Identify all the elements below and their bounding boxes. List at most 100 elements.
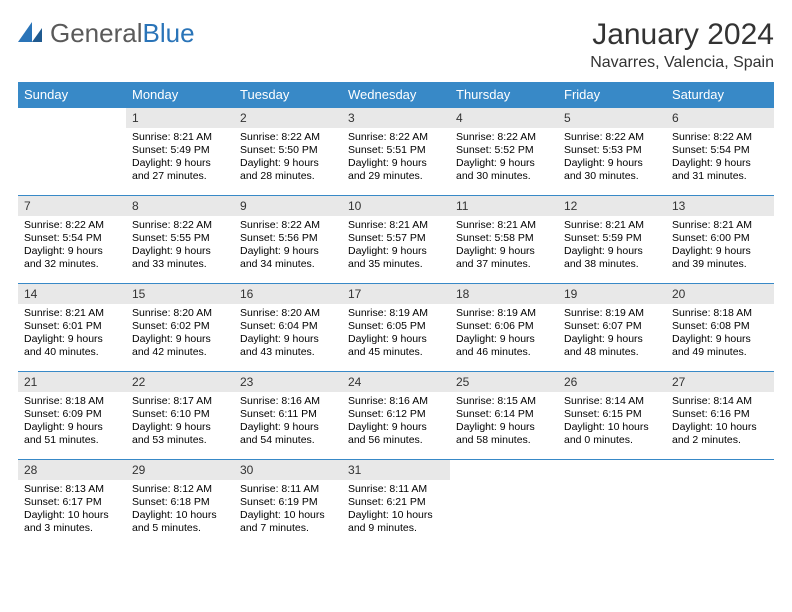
sunrise-text: Sunrise: 8:14 AM (564, 395, 660, 408)
calendar-day: .. (666, 460, 774, 548)
calendar-week: 28Sunrise: 8:13 AMSunset: 6:17 PMDayligh… (18, 460, 774, 548)
daylight-text: Daylight: 9 hours and 48 minutes. (564, 333, 660, 359)
sunset-text: Sunset: 5:58 PM (456, 232, 552, 245)
weekday-header: Thursday (450, 82, 558, 108)
day-content: Sunrise: 8:18 AMSunset: 6:08 PMDaylight:… (666, 304, 774, 364)
calendar-day: 17Sunrise: 8:19 AMSunset: 6:05 PMDayligh… (342, 284, 450, 372)
daylight-text: Daylight: 10 hours and 9 minutes. (348, 509, 444, 535)
day-number: 12 (558, 196, 666, 216)
daylight-text: Daylight: 9 hours and 51 minutes. (24, 421, 120, 447)
day-content: Sunrise: 8:22 AMSunset: 5:53 PMDaylight:… (558, 128, 666, 188)
day-content: Sunrise: 8:14 AMSunset: 6:16 PMDaylight:… (666, 392, 774, 452)
day-content: Sunrise: 8:11 AMSunset: 6:19 PMDaylight:… (234, 480, 342, 540)
daylight-text: Daylight: 9 hours and 49 minutes. (672, 333, 768, 359)
day-content: Sunrise: 8:22 AMSunset: 5:52 PMDaylight:… (450, 128, 558, 188)
sunset-text: Sunset: 6:09 PM (24, 408, 120, 421)
daylight-text: Daylight: 9 hours and 35 minutes. (348, 245, 444, 271)
day-number: 21 (18, 372, 126, 392)
daylight-text: Daylight: 10 hours and 5 minutes. (132, 509, 228, 535)
location: Navarres, Valencia, Spain (590, 54, 774, 72)
sunrise-text: Sunrise: 8:22 AM (132, 219, 228, 232)
logo-mark-icon (18, 20, 46, 47)
calendar-week: ..1Sunrise: 8:21 AMSunset: 5:49 PMDaylig… (18, 108, 774, 196)
calendar-day: 11Sunrise: 8:21 AMSunset: 5:58 PMDayligh… (450, 196, 558, 284)
daylight-text: Daylight: 9 hours and 34 minutes. (240, 245, 336, 271)
sunrise-text: Sunrise: 8:17 AM (132, 395, 228, 408)
daylight-text: Daylight: 9 hours and 43 minutes. (240, 333, 336, 359)
calendar-day: 25Sunrise: 8:15 AMSunset: 6:14 PMDayligh… (450, 372, 558, 460)
day-content: Sunrise: 8:16 AMSunset: 6:11 PMDaylight:… (234, 392, 342, 452)
day-number: 24 (342, 372, 450, 392)
calendar-day: 29 Sunrise: 8:12 AMSunset: 6:18 PMDayligh… (126, 460, 234, 548)
day-content: Sunrise: 8:19 AMSunset: 6:06 PMDaylight:… (450, 304, 558, 364)
sunset-text: Sunset: 5:51 PM (348, 144, 444, 157)
day-content: Sunrise: 8:22 AMSunset: 5:56 PMDaylight:… (234, 216, 342, 276)
weekday-header: Sunday (18, 82, 126, 108)
day-number: 4 (450, 108, 558, 128)
daylight-text: Daylight: 9 hours and 31 minutes. (672, 157, 768, 183)
sunset-text: Sunset: 6:15 PM (564, 408, 660, 421)
sunrise-text: Sunrise: 8:14 AM (672, 395, 768, 408)
calendar-day: .. (450, 460, 558, 548)
sunrise-text: Sunrise: 8:12 AM (132, 483, 228, 496)
weekday-header: Friday (558, 82, 666, 108)
sunrise-text: Sunrise: 8:21 AM (564, 219, 660, 232)
day-number: 5 (558, 108, 666, 128)
sunset-text: Sunset: 6:07 PM (564, 320, 660, 333)
day-number: 14 (18, 284, 126, 304)
day-content: Sunrise: 8:20 AMSunset: 6:02 PMDaylight:… (126, 304, 234, 364)
weekday-header: Monday (126, 82, 234, 108)
sunset-text: Sunset: 6:18 PM (132, 496, 228, 509)
day-content: Sunrise: 8:22 AMSunset: 5:54 PMDaylight:… (666, 128, 774, 188)
day-number: 18 (450, 284, 558, 304)
sunrise-text: Sunrise: 8:11 AM (348, 483, 444, 496)
day-content: Sunrise: 8:17 AMSunset: 6:10 PMDaylight:… (126, 392, 234, 452)
sunset-text: Sunset: 6:16 PM (672, 408, 768, 421)
sunset-text: Sunset: 5:57 PM (348, 232, 444, 245)
day-content: Sunrise: 8:18 AMSunset: 6:09 PMDaylight:… (18, 392, 126, 452)
day-content: Sunrise: 8:15 AMSunset: 6:14 PMDaylight:… (450, 392, 558, 452)
sunset-text: Sunset: 6:02 PM (132, 320, 228, 333)
sunset-text: Sunset: 6:19 PM (240, 496, 336, 509)
daylight-text: Daylight: 9 hours and 58 minutes. (456, 421, 552, 447)
sunset-text: Sunset: 6:12 PM (348, 408, 444, 421)
daylight-text: Daylight: 9 hours and 40 minutes. (24, 333, 120, 359)
header: GeneralBlue January 2024 Navarres, Valen… (18, 18, 774, 72)
weekday-header: Saturday (666, 82, 774, 108)
calendar-day: 9Sunrise: 8:22 AMSunset: 5:56 PMDaylight… (234, 196, 342, 284)
calendar-day: 15Sunrise: 8:20 AMSunset: 6:02 PMDayligh… (126, 284, 234, 372)
day-number: 31 (342, 460, 450, 480)
sunrise-text: Sunrise: 8:21 AM (672, 219, 768, 232)
calendar-day: 5Sunrise: 8:22 AMSunset: 5:53 PMDaylight… (558, 108, 666, 196)
sunset-text: Sunset: 6:17 PM (24, 496, 120, 509)
day-content: Sunrise: 8:11 AMSunset: 6:21 PMDaylight:… (342, 480, 450, 540)
sunrise-text: Sunrise: 8:18 AM (672, 307, 768, 320)
sunrise-text: Sunrise: 8:21 AM (24, 307, 120, 320)
sunrise-text: Sunrise: 8:21 AM (132, 131, 228, 144)
day-content: Sunrise: 8:22 AMSunset: 5:50 PMDaylight:… (234, 128, 342, 188)
sunset-text: Sunset: 6:04 PM (240, 320, 336, 333)
daylight-text: Daylight: 9 hours and 32 minutes. (24, 245, 120, 271)
sunset-text: Sunset: 5:56 PM (240, 232, 336, 245)
sunrise-text: Sunrise: 8:19 AM (456, 307, 552, 320)
daylight-text: Daylight: 9 hours and 53 minutes. (132, 421, 228, 447)
daylight-text: Daylight: 9 hours and 45 minutes. (348, 333, 444, 359)
logo-text-2: Blue (143, 18, 195, 48)
calendar-day: 28Sunrise: 8:13 AMSunset: 6:17 PMDayligh… (18, 460, 126, 548)
day-content: Sunrise: 8:16 AMSunset: 6:12 PMDaylight:… (342, 392, 450, 452)
daylight-text: Daylight: 10 hours and 3 minutes. (24, 509, 120, 535)
sunset-text: Sunset: 5:52 PM (456, 144, 552, 157)
calendar-header-row: SundayMondayTuesdayWednesdayThursdayFrid… (18, 82, 774, 108)
day-number: 30 (234, 460, 342, 480)
day-content: Sunrise: 8:13 AMSunset: 6:17 PMDaylight:… (18, 480, 126, 540)
daylight-text: Daylight: 10 hours and 2 minutes. (672, 421, 768, 447)
day-number: 3 (342, 108, 450, 128)
calendar-day: 12Sunrise: 8:21 AMSunset: 5:59 PMDayligh… (558, 196, 666, 284)
sunrise-text: Sunrise: 8:19 AM (348, 307, 444, 320)
daylight-text: Daylight: 9 hours and 54 minutes. (240, 421, 336, 447)
calendar-day: .. (18, 108, 126, 196)
day-number: 29 (126, 460, 234, 480)
sunrise-text: Sunrise: 8:21 AM (456, 219, 552, 232)
calendar-day: 21Sunrise: 8:18 AMSunset: 6:09 PMDayligh… (18, 372, 126, 460)
day-content: Sunrise: 8:21 AMSunset: 5:58 PMDaylight:… (450, 216, 558, 276)
